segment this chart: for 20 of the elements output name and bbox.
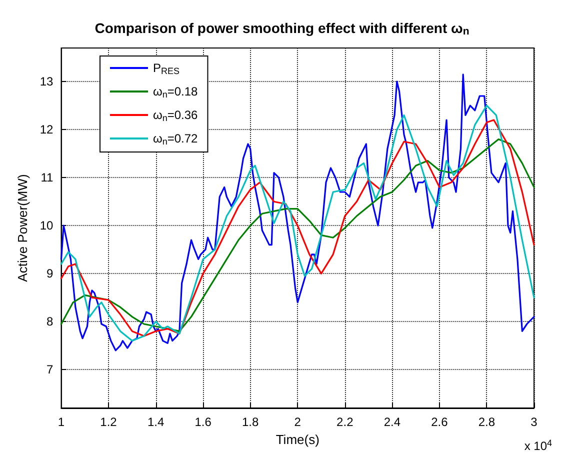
x-tick-label: 1 — [58, 415, 65, 429]
x-axis-title: Time(s) — [276, 432, 320, 447]
x-tick-label: 2 — [294, 415, 302, 429]
y-tick-label: 11 — [40, 170, 54, 185]
x-tick-label: 2.8 — [478, 415, 496, 429]
y-tick-label: 9 — [46, 266, 54, 281]
y-tick-label: 13 — [40, 74, 54, 89]
x-tick-label: 1.2 — [100, 415, 118, 429]
x-tick-label: 2.2 — [336, 415, 354, 429]
x-tick-label: 2.4 — [384, 415, 401, 429]
x-tick-label: 3 — [530, 415, 538, 429]
y-tick-label: 8 — [46, 314, 54, 329]
x-tick-label: 1.8 — [242, 415, 260, 429]
x-tick-label: 1.6 — [194, 415, 212, 429]
y-tick-label: 12 — [40, 122, 54, 137]
y-axis-title: Active Power(MW) — [15, 174, 30, 282]
y-tick-label: 10 — [40, 218, 54, 233]
y-tick-label: 7 — [46, 362, 54, 377]
x-tick-label: 2.6 — [431, 415, 448, 429]
x-tick-label: 1.4 — [147, 415, 164, 429]
